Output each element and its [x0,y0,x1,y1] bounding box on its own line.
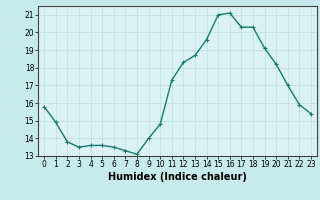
X-axis label: Humidex (Indice chaleur): Humidex (Indice chaleur) [108,172,247,182]
